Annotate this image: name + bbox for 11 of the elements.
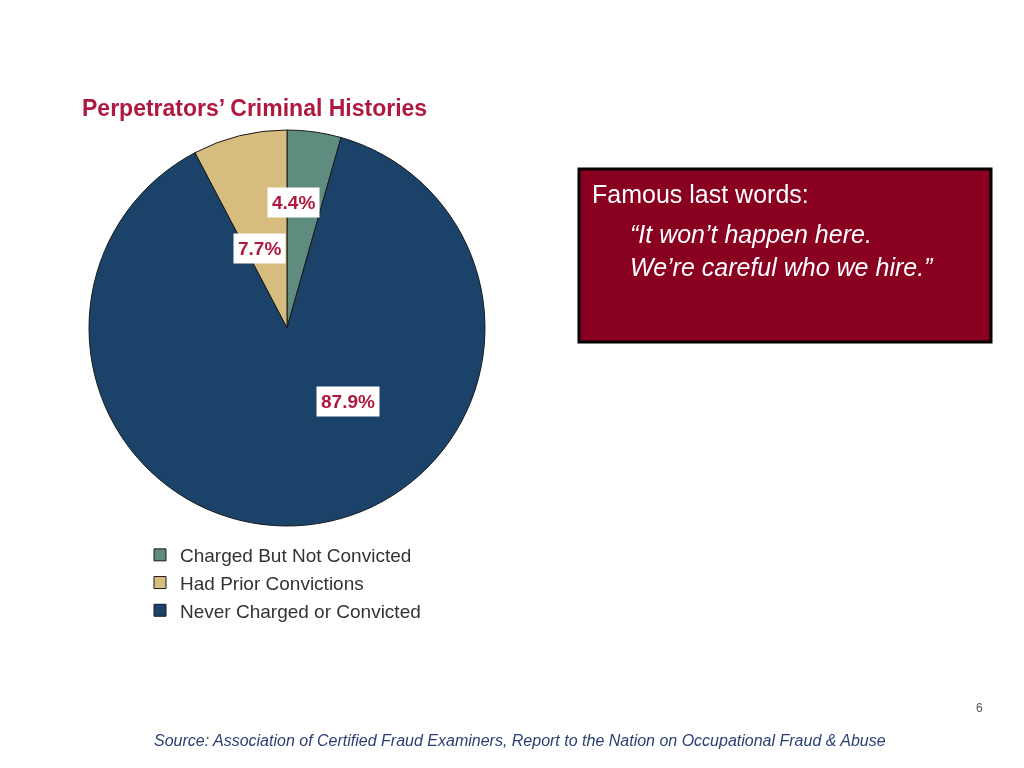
- text: “It won’t happen here. We’re careful who we hire.”: [630, 220, 935, 281]
- source-note: Source: Association of Certified Fraud Examiners, Report to the Nation on Occupational Fraud & Abuse: [154, 732, 886, 749]
- data-label: 4.4%: [272, 192, 316, 213]
- legend-label: Had Prior Convictions: [180, 572, 364, 594]
- chart-title: Perpetrators’ Criminal Histories: [82, 95, 428, 122]
- text: 6: [976, 701, 983, 715]
- text: Famous last words:: [592, 180, 809, 208]
- data-label: 87.9%: [321, 391, 375, 412]
- legend-label: Never Charged or Convicted: [180, 600, 421, 622]
- data-label: 7.7%: [238, 238, 282, 259]
- legend-label: Charged But Not Convicted: [180, 545, 412, 567]
